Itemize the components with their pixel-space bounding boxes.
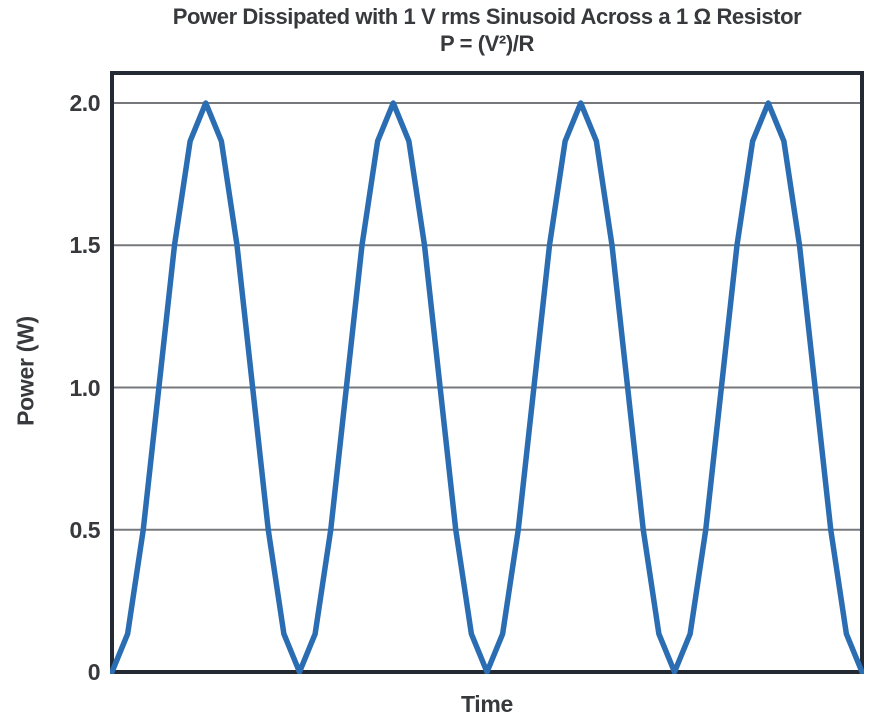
- chart-subtitle: P = (V²)/R: [439, 31, 534, 56]
- y-tick-label-2.0: 2.0: [69, 90, 101, 116]
- y-tick-label-1.5: 1.5: [69, 232, 101, 259]
- y-tick-label-0: 0: [87, 659, 101, 685]
- y-tick-label-1.0: 1.0: [69, 374, 101, 401]
- plot-area: [110, 71, 864, 674]
- y-tick-label-0.5: 0.5: [69, 516, 101, 543]
- y-axis-label: Power (W): [12, 316, 39, 426]
- x-axis-label: Time: [460, 691, 514, 717]
- power-curve: [110, 100, 864, 674]
- chart-title: Power Dissipated with 1 V rms Sinusoid A…: [172, 4, 802, 29]
